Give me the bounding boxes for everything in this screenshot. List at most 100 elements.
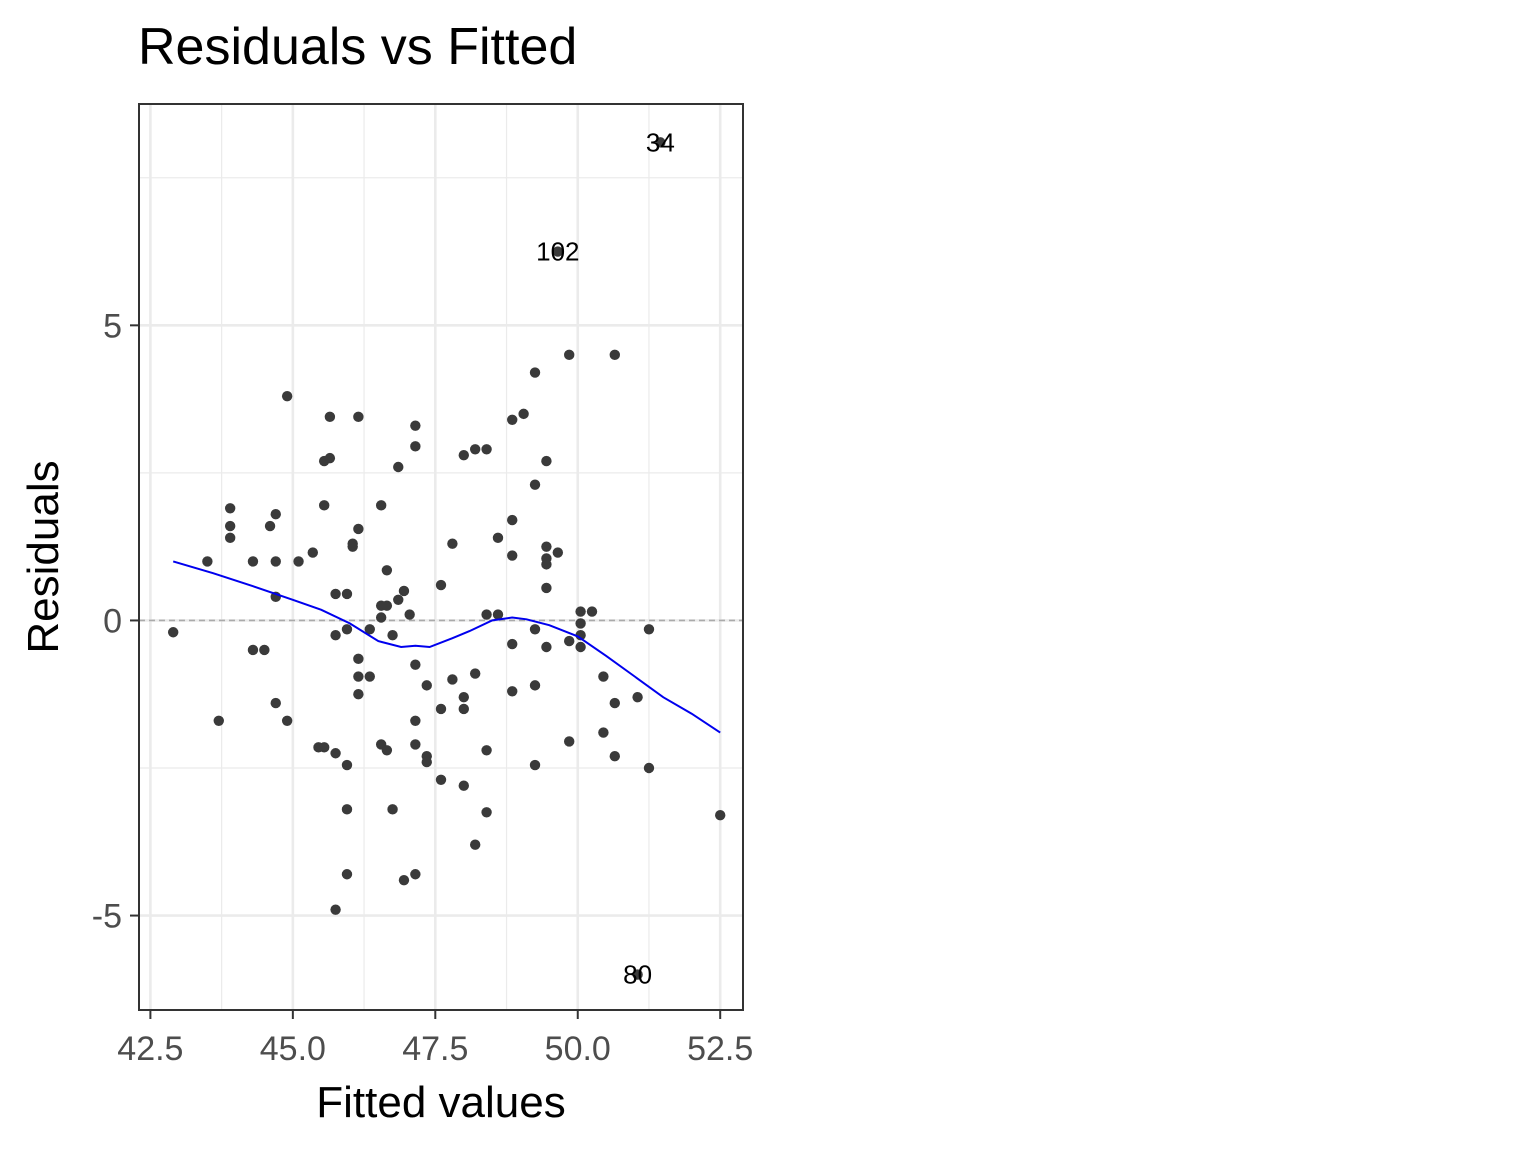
- data-point: [507, 550, 518, 561]
- data-point: [410, 420, 421, 431]
- data-point: [481, 609, 492, 620]
- data-point: [529, 759, 541, 771]
- data-point: [529, 479, 541, 490]
- data-point: [632, 969, 643, 980]
- data-point: [469, 444, 481, 455]
- data-point: [398, 585, 410, 597]
- data-point: [598, 727, 609, 738]
- data-point: [341, 624, 353, 635]
- data-point: [330, 630, 341, 641]
- data-point: [552, 547, 564, 558]
- data-point: [435, 774, 447, 786]
- x-tick-label: 42.5: [117, 1030, 183, 1068]
- y-axis: -5 0 5: [92, 307, 139, 936]
- data-point: [381, 600, 393, 611]
- data-point: [353, 411, 364, 423]
- data-point: [213, 715, 224, 726]
- data-point: [575, 606, 586, 617]
- data-point: [655, 137, 666, 148]
- data-point: [421, 756, 432, 768]
- data-point: [341, 869, 353, 880]
- data-point: [458, 449, 469, 461]
- data-point: [609, 349, 620, 361]
- panel-border-rect: [138, 103, 744, 1011]
- y-tick-label: 5: [103, 307, 122, 345]
- data-point: [270, 697, 281, 709]
- data-point: [375, 612, 387, 623]
- data-point: [481, 807, 492, 818]
- data-point: [492, 609, 504, 620]
- data-point: [307, 547, 318, 558]
- data-point: [410, 715, 421, 726]
- data-point: [518, 408, 529, 420]
- data-point: [458, 703, 469, 715]
- data-point: [381, 745, 393, 756]
- data-point: [398, 874, 410, 886]
- data-point: [421, 680, 432, 691]
- y-tick-label: -5: [92, 898, 122, 936]
- data-point: [324, 452, 336, 464]
- data-point: [447, 674, 458, 685]
- data-point: [598, 671, 609, 682]
- data-point: [387, 630, 398, 641]
- data-point: [410, 441, 421, 452]
- panel-background: [139, 104, 743, 1010]
- data-point: [393, 461, 404, 473]
- data-point: [353, 689, 364, 700]
- data-point: [410, 739, 421, 750]
- x-tick-label: 50.0: [545, 1030, 611, 1068]
- data-point: [224, 503, 236, 514]
- data-point: [507, 686, 518, 697]
- point-labels: 102 80 34: [536, 127, 675, 989]
- data-points: [167, 137, 726, 980]
- data-point: [458, 780, 469, 791]
- data-point: [364, 671, 375, 682]
- data-point: [435, 579, 447, 591]
- x-tick-label: 47.5: [402, 1030, 468, 1068]
- data-point: [469, 668, 481, 679]
- data-point: [324, 411, 336, 423]
- data-point: [507, 414, 518, 425]
- plot-panel: [139, 104, 743, 1010]
- data-point: [341, 804, 353, 815]
- data-point: [259, 644, 270, 656]
- data-point: [469, 839, 481, 850]
- data-point: [264, 520, 276, 532]
- data-point: [387, 804, 398, 815]
- data-point: [293, 556, 304, 567]
- data-point: [575, 630, 586, 641]
- data-point: [643, 624, 655, 635]
- data-point: [586, 606, 598, 617]
- data-point: [247, 644, 259, 656]
- data-point: [381, 565, 393, 576]
- data-point: [529, 367, 541, 378]
- point-label: 34: [646, 127, 675, 157]
- data-point: [410, 869, 421, 880]
- data-point: [202, 556, 213, 567]
- data-point: [575, 618, 586, 629]
- data-point: [564, 349, 575, 361]
- x-axis: 42.5 45.0 47.5 50.0 52.5: [117, 1010, 753, 1068]
- x-tick-label: 52.5: [687, 1030, 753, 1068]
- data-point: [564, 635, 575, 647]
- data-point: [247, 556, 259, 567]
- data-point: [270, 509, 281, 520]
- data-point: [564, 736, 575, 747]
- x-tick-label: 45.0: [260, 1030, 326, 1068]
- y-tick-label: 0: [103, 602, 122, 640]
- data-point: [507, 514, 518, 526]
- data-point: [643, 762, 655, 774]
- minor-grid: [139, 104, 743, 1010]
- data-point: [341, 759, 353, 771]
- x-axis-label: Fitted values: [316, 1078, 565, 1127]
- y-axis-label: Residuals: [19, 460, 68, 653]
- data-point: [541, 455, 552, 467]
- data-point: [224, 520, 236, 532]
- data-point: [270, 556, 281, 567]
- data-point: [330, 588, 341, 600]
- data-point: [541, 641, 552, 653]
- data-point: [330, 904, 341, 915]
- data-point: [529, 680, 541, 691]
- data-point: [609, 697, 620, 709]
